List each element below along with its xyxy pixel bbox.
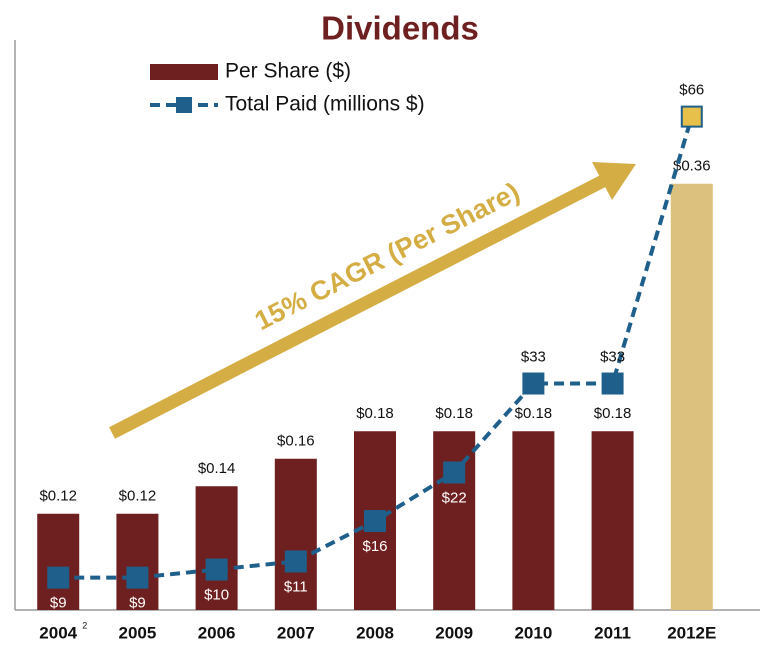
bar-value-label: $0.14	[198, 460, 236, 477]
bar	[591, 431, 634, 610]
line-marker	[47, 566, 70, 589]
legend-label: Per Share ($)	[225, 60, 351, 83]
x-tick-label: 2007	[277, 623, 315, 642]
legend-swatch-marker	[176, 97, 192, 113]
x-tick-superscript: 2	[82, 620, 87, 630]
line-value-label: $22	[442, 489, 467, 506]
bar-value-label: $0.36	[673, 158, 711, 175]
bar-value-label: $0.18	[435, 405, 473, 422]
x-tick-label: 2005	[119, 623, 157, 642]
x-tick-label: 2009	[435, 623, 473, 642]
line-value-label: $9	[129, 595, 146, 612]
line-value-label: $66	[679, 82, 704, 99]
bar-value-label: $0.16	[277, 433, 315, 450]
annotation: 15% CAGR (Per Share)	[109, 162, 636, 439]
line-marker	[601, 372, 624, 395]
line-marker	[680, 105, 703, 128]
annotation-text: 15% CAGR (Per Share)	[250, 177, 524, 337]
line-marker	[364, 510, 386, 533]
legend-swatch-bar	[150, 64, 218, 80]
line-marker	[205, 558, 228, 581]
line-value-label: $10	[204, 587, 229, 604]
line-marker	[443, 461, 466, 484]
x-tick-label: 2008	[356, 623, 394, 642]
x-tick-label: 2011	[594, 623, 631, 642]
bar-value-label: $0.18	[515, 405, 553, 422]
line-value-label: $33	[521, 348, 546, 365]
chart-title: Dividends	[321, 10, 479, 47]
x-tick-label: 2004	[39, 623, 77, 642]
line-value-label: $9	[50, 595, 67, 612]
line-value-label: $11	[284, 578, 308, 595]
line-value-label: $33	[600, 348, 625, 365]
x-tick-label: 2010	[514, 623, 552, 642]
arrow-shaft	[109, 174, 608, 439]
line-marker	[284, 550, 307, 573]
x-tick-label: 2006	[198, 623, 236, 642]
bar-value-label: $0.12	[39, 488, 77, 505]
bar	[512, 431, 555, 610]
bar-value-label: $0.12	[119, 488, 157, 505]
bar	[37, 513, 80, 610]
bar-value-label: $0.18	[356, 405, 394, 422]
arrow-head	[592, 162, 636, 200]
bar	[670, 183, 713, 610]
bar-value-label: $0.18	[594, 405, 632, 422]
line-value-label: $16	[362, 538, 387, 555]
bar	[195, 486, 238, 610]
bar	[274, 458, 317, 610]
line-marker	[522, 372, 545, 395]
x-tick-label: 2012E	[667, 623, 716, 642]
legend: Per Share ($) Total Paid (millions $)	[150, 60, 425, 116]
bar	[433, 431, 476, 610]
line-marker	[126, 566, 149, 589]
legend-label: Total Paid (millions $)	[225, 93, 425, 116]
bar	[116, 513, 159, 610]
